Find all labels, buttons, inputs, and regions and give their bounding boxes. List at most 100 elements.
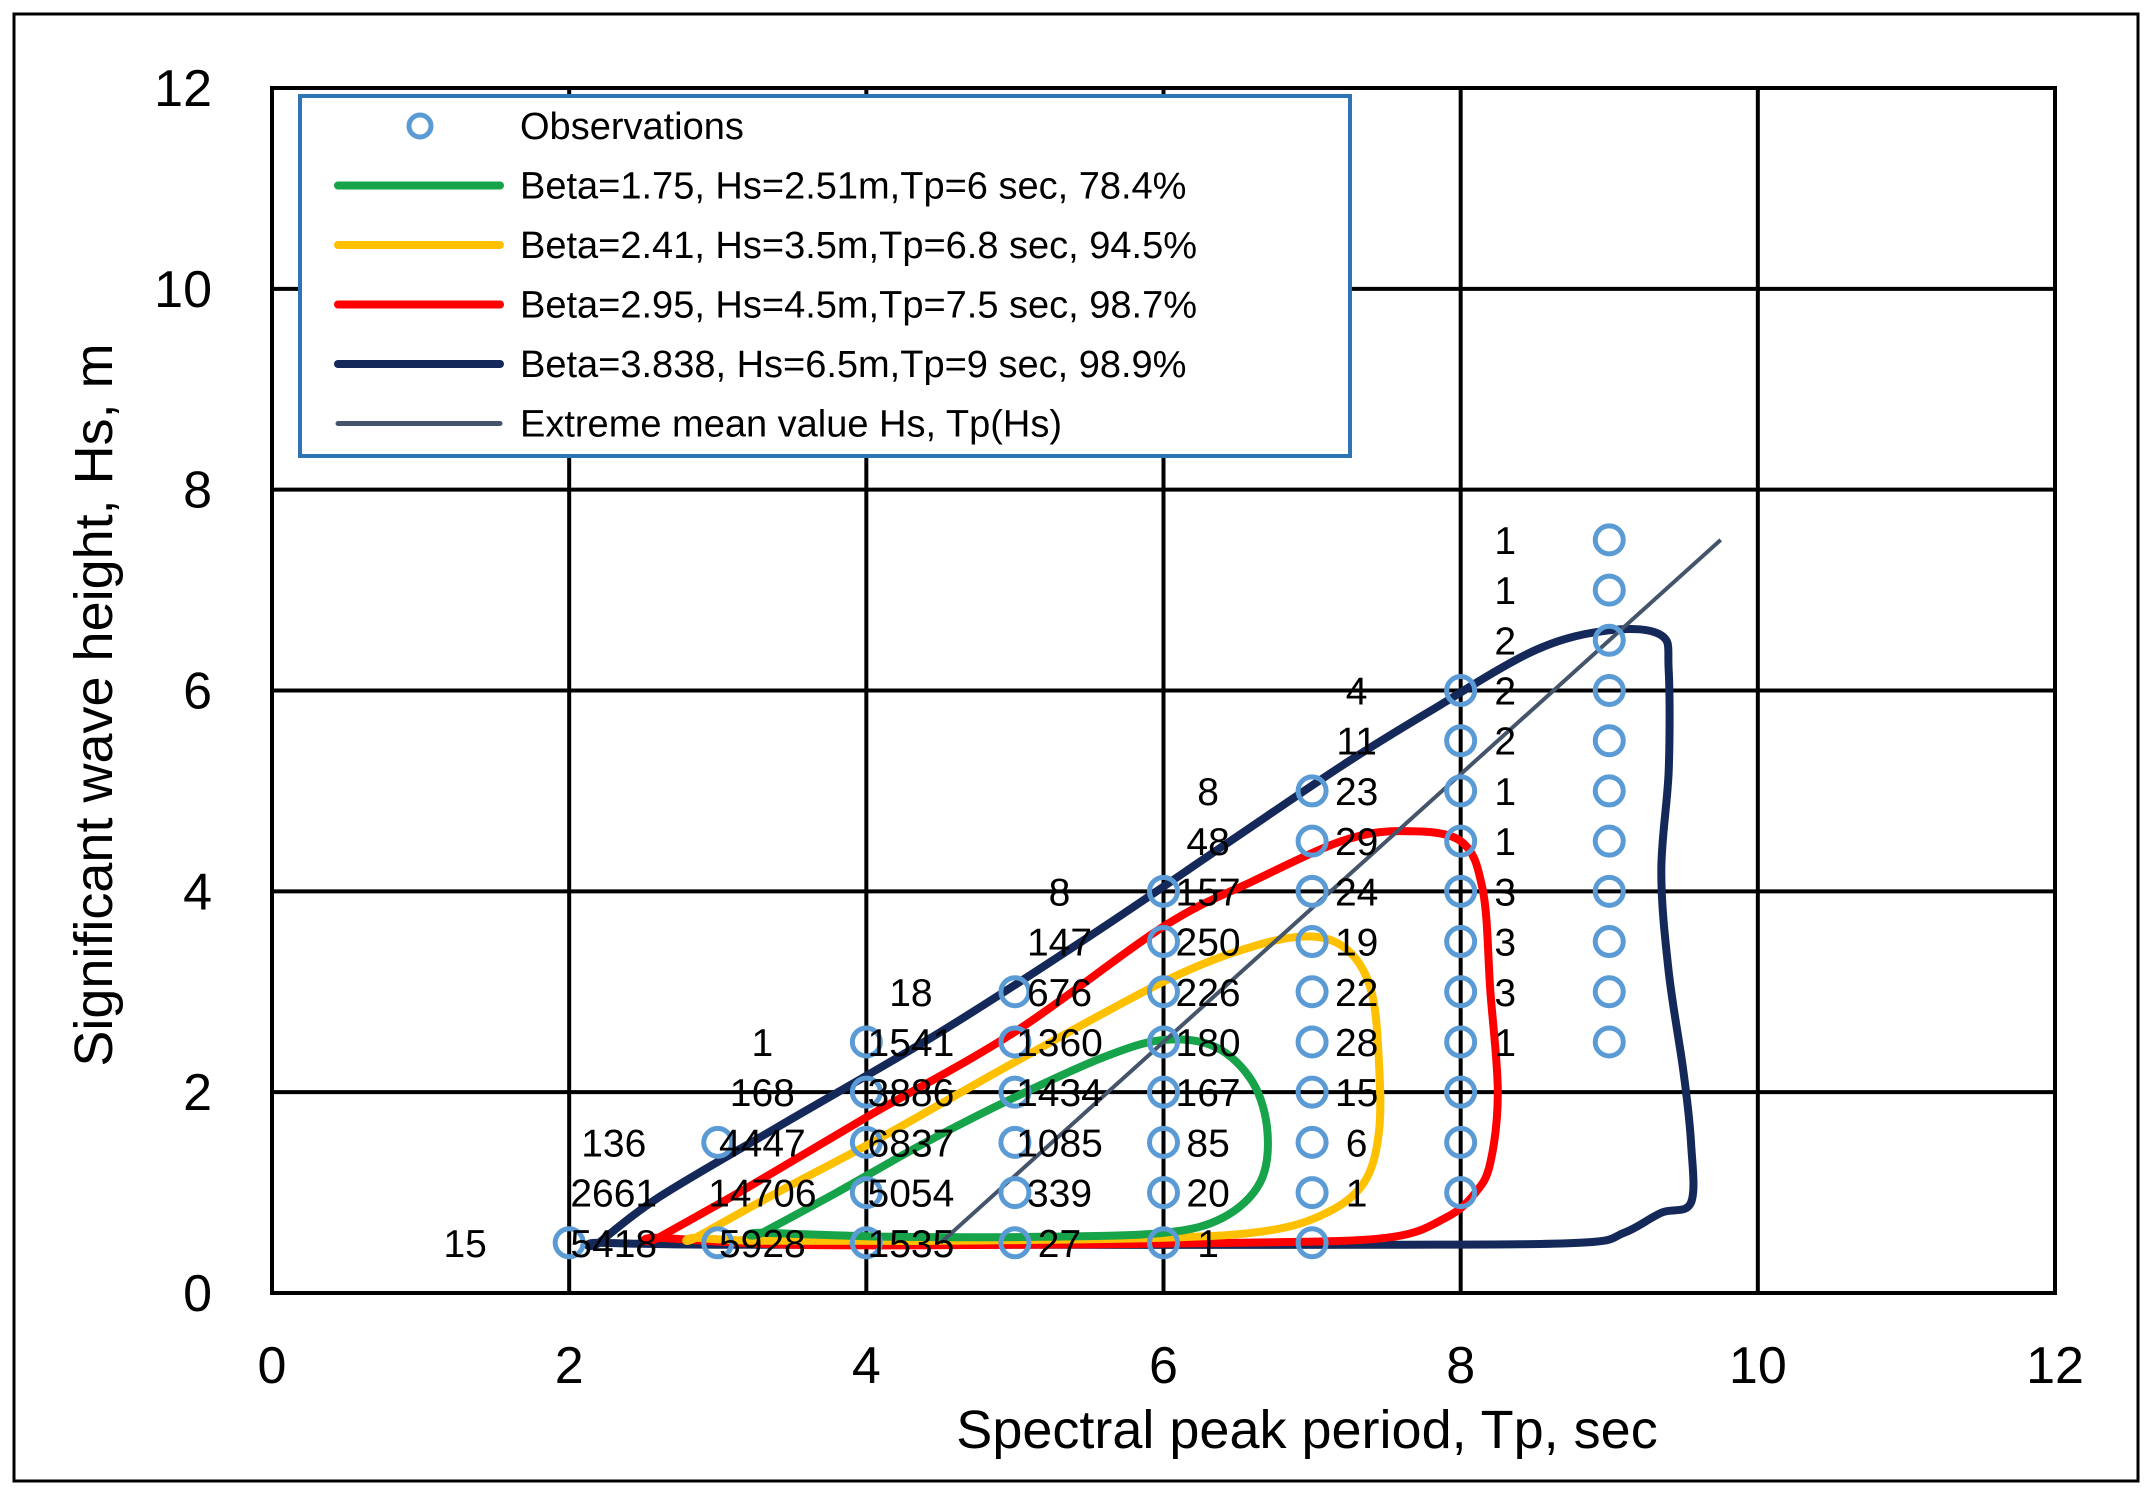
count-label: 29 (1335, 821, 1378, 864)
observation-marker (1295, 975, 1329, 1009)
count-label: 1 (1494, 570, 1516, 613)
count-label: 168 (730, 1072, 795, 1115)
observation-marker (1592, 1025, 1626, 1059)
count-label: 147 (1027, 922, 1092, 965)
count-label: 250 (1176, 922, 1241, 965)
y-tick-label: 6 (183, 663, 212, 721)
legend-item-beta-2-41: Beta=2.41, Hs=3.5m,Tp=6.8 sec, 94.5% (334, 225, 1197, 267)
count-label: 1 (1494, 520, 1516, 563)
count-label: 676 (1027, 972, 1092, 1015)
count-label: 5054 (868, 1173, 955, 1216)
observation-marker (552, 1226, 586, 1260)
observation-marker (1147, 925, 1180, 959)
legend-item-extreme-mean: Extreme mean value Hs, Tp(Hs) (335, 404, 1062, 446)
count-label: 8 (1049, 871, 1071, 914)
count-label: 5418 (570, 1223, 657, 1266)
observation-marker (1592, 623, 1626, 657)
observation-marker (1444, 874, 1478, 908)
legend-label: Extreme mean value Hs, Tp(Hs) (520, 404, 1062, 446)
count-label: 15 (443, 1223, 486, 1266)
observation-marker (1295, 874, 1329, 908)
legend-item-observations: Observations (406, 106, 744, 148)
count-label: 85 (1186, 1122, 1229, 1165)
observation-marker (1444, 975, 1478, 1009)
count-label: 1434 (1016, 1072, 1103, 1115)
legend-item-beta-3-838: Beta=3.838, Hs=6.5m,Tp=9 sec, 98.9% (334, 344, 1186, 386)
observation-marker (1147, 1226, 1180, 1260)
plot-area-border (270, 86, 2057, 1295)
count-label: 28 (1335, 1022, 1378, 1065)
observation-marker (998, 1176, 1032, 1210)
count-label: 2 (1494, 620, 1516, 663)
observation-marker (1295, 925, 1329, 959)
contour-extreme-mean (939, 538, 1723, 1245)
observation-marker (1592, 824, 1626, 858)
observation-marker (701, 1226, 735, 1260)
legend-label: Beta=2.41, Hs=3.5m,Tp=6.8 sec, 94.5% (520, 225, 1197, 267)
legend-item-beta-2-95: Beta=2.95, Hs=4.5m,Tp=7.5 sec, 98.7% (334, 285, 1197, 327)
count-label: 15 (1335, 1072, 1378, 1115)
observation-marker (849, 1125, 883, 1159)
count-label: 22 (1335, 972, 1378, 1015)
count-label: 3 (1494, 972, 1516, 1015)
count-label: 167 (1176, 1072, 1241, 1115)
x-tick-label: 8 (1446, 1337, 1475, 1395)
count-label: 1535 (868, 1223, 955, 1266)
count-label: 8 (1197, 771, 1219, 814)
count-label: 1 (1346, 1173, 1368, 1216)
observation-marker (1444, 1025, 1478, 1059)
count-label: 1 (1197, 1223, 1219, 1266)
observation-marker (1444, 925, 1478, 959)
y-axis-title: Significant wave height, Hs, m (64, 343, 124, 1066)
observation-marker (1592, 874, 1626, 908)
observation-marker (849, 1075, 883, 1109)
legend: Observations Beta=1.75, Hs=2.51m,Tp=6 sec… (298, 94, 1352, 458)
count-label: 136 (581, 1122, 646, 1165)
y-tick-label: 8 (183, 462, 212, 520)
observation-marker (998, 1075, 1032, 1109)
observation-marker (701, 1125, 735, 1159)
count-label: 1541 (868, 1022, 955, 1065)
x-axis-title: Spectral peak period, Tp, sec (956, 1400, 1657, 1460)
count-label: 1 (751, 1022, 773, 1065)
count-label: 24 (1335, 871, 1378, 914)
observation-marker (1592, 975, 1626, 1009)
count-label: 6 (1346, 1122, 1368, 1165)
count-label: 3 (1494, 871, 1516, 914)
count-label: 2 (1494, 671, 1516, 714)
legend-box (298, 94, 1352, 458)
x-tick-label: 4 (852, 1337, 881, 1395)
y-tick-label: 12 (154, 60, 212, 118)
observation-marker (1592, 674, 1626, 707)
count-label: 19 (1335, 922, 1378, 965)
contour-beta-2-95 (640, 827, 1502, 1250)
count-label: 1 (1494, 1022, 1516, 1065)
observation-marker (1147, 1125, 1180, 1159)
observation-marker (1147, 874, 1180, 908)
count-label: 11 (1336, 721, 1377, 764)
x-tick-label: 10 (1729, 1337, 1787, 1395)
observation-marker (1592, 573, 1626, 607)
count-label: 4 (1346, 671, 1368, 714)
legend-label: Beta=2.95, Hs=4.5m,Tp=7.5 sec, 98.7% (520, 285, 1197, 327)
observation-marker (1592, 774, 1626, 808)
count-label: 2661 (570, 1173, 657, 1216)
count-label: 23 (1335, 771, 1378, 814)
count-label: 4447 (719, 1122, 806, 1165)
observation-marker (1592, 925, 1626, 959)
legend-item-beta-1-75: Beta=1.75, Hs=2.51m,Tp=6 sec, 78.4% (334, 166, 1186, 208)
count-label: 27 (1038, 1223, 1081, 1266)
count-label: 18 (889, 972, 932, 1015)
y-tick-label: 2 (183, 1064, 212, 1122)
observation-marker (1592, 523, 1626, 557)
count-label: 3 (1494, 922, 1516, 965)
observation-marker (1444, 824, 1478, 858)
observation-marker (849, 1025, 883, 1059)
contour-beta-1-75 (745, 1035, 1272, 1242)
observation-marker (998, 1125, 1032, 1159)
count-label: 20 (1186, 1173, 1229, 1216)
observation-marker (1295, 1075, 1329, 1109)
count-label: 1 (1494, 821, 1516, 864)
observation-marker (998, 1025, 1032, 1059)
